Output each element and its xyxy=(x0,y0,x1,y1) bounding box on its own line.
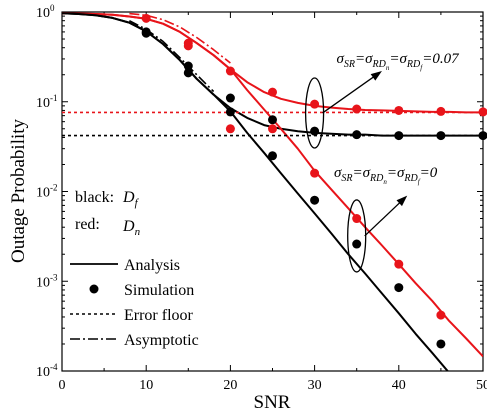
simulation-point-red xyxy=(478,107,487,117)
annotation-arrow-lower xyxy=(364,201,402,237)
annotation-upper: σSR=σRDn=σRDf=0.07 xyxy=(304,51,460,149)
legend-label-error-floor: Error floor xyxy=(124,307,194,324)
y-tick-label: 10-4 xyxy=(36,362,58,380)
x-tick-label: 0 xyxy=(59,378,66,393)
black-symbol-letter: D xyxy=(122,189,135,206)
x-tick-label: 40 xyxy=(392,378,406,393)
simulation-point-black xyxy=(436,339,446,349)
annotation-arrow-upper xyxy=(322,75,375,114)
simulation-point-black xyxy=(394,283,404,293)
simulation-point-black xyxy=(394,131,404,141)
simulation-point-red xyxy=(352,214,362,224)
simulation-point-black xyxy=(268,151,277,161)
simulation-point-black xyxy=(352,130,362,140)
y-tick-label: 10-2 xyxy=(36,183,58,201)
red-symbol-sub: n xyxy=(135,226,141,238)
annotation-value-lower: 0 xyxy=(430,165,438,181)
color-key-red-symbol: Dn xyxy=(122,218,141,238)
analysis-line-black xyxy=(62,12,449,371)
simulation-point-black xyxy=(268,115,277,125)
simulation-point-black xyxy=(141,28,151,38)
simulation-point-black xyxy=(225,107,235,117)
simulation-point-black xyxy=(310,126,320,136)
y-tick-label: 10-3 xyxy=(36,272,58,290)
y-tick-labels: 100 10-1 10-2 10-3 10-4 xyxy=(36,3,58,380)
color-key: black: Df red: Dn xyxy=(75,189,141,238)
legend-label-simulation: Simulation xyxy=(124,282,194,299)
annotation-value-upper: 0.07 xyxy=(432,51,460,67)
x-tick-label: 50 xyxy=(476,378,487,393)
simulation-point-black xyxy=(183,68,193,78)
plot-frame xyxy=(61,11,484,372)
simulation-point-red xyxy=(141,13,151,23)
legend-swatch-simulation xyxy=(89,284,99,294)
simulation-point-red xyxy=(394,259,404,269)
asymptotic-line-black xyxy=(129,19,215,93)
annotation-label-lower: σSR=σRDn=σRDf=0 xyxy=(334,165,438,186)
simulation-point-black xyxy=(478,131,487,141)
simulation-point-red xyxy=(225,124,235,134)
color-key-black-symbol: Df xyxy=(122,189,140,209)
x-tick-labels: 0 10 20 30 40 50 xyxy=(59,378,487,393)
x-axis-title: SNR xyxy=(254,392,291,413)
annotation-lower: σSR=σRDn=σRDf=0 xyxy=(334,165,438,273)
simulation-point-red xyxy=(352,104,362,114)
simulation-point-black xyxy=(436,131,446,141)
black-symbol-sub: f xyxy=(135,197,140,209)
simulation-point-red xyxy=(310,168,320,178)
annotation-ellipse-lower xyxy=(347,199,367,273)
simulation-point-red xyxy=(394,105,404,115)
asymptotic-line-red xyxy=(129,12,231,64)
legend: Analysis Simulation Error floor Asymptot… xyxy=(70,257,199,349)
simulation-point-red xyxy=(183,41,193,51)
simulation-point-red xyxy=(310,99,320,109)
y-tick-label: 10-1 xyxy=(36,93,58,111)
annotation-arrowhead-upper xyxy=(370,71,382,81)
x-tick-label: 10 xyxy=(139,378,153,393)
simulation-point-black xyxy=(225,93,235,103)
simulation-point-red xyxy=(436,106,446,116)
color-key-red-label: red: xyxy=(75,216,100,233)
simulation-point-black xyxy=(183,61,193,71)
legend-label-analysis: Analysis xyxy=(124,257,180,274)
simulation-point-black xyxy=(352,239,362,249)
simulation-point-red xyxy=(268,124,277,134)
red-symbol-letter: D xyxy=(122,218,135,235)
simulation-point-red xyxy=(268,87,277,97)
color-key-black-label: black: xyxy=(75,189,114,206)
legend-label-asymptotic: Asymptotic xyxy=(124,332,199,349)
simulation-point-red xyxy=(225,66,235,76)
annotation-arrowhead-lower xyxy=(396,195,408,207)
simulation-point-red xyxy=(436,310,446,320)
x-tick-label: 30 xyxy=(308,378,322,393)
y-tick-label: 100 xyxy=(36,3,55,21)
simulation-point-black xyxy=(310,195,320,205)
annotation-label-upper: σSR=σRDn=σRDf=0.07 xyxy=(336,51,460,72)
x-tick-label: 20 xyxy=(223,378,237,393)
y-axis-title: Outage Probability xyxy=(8,118,29,263)
marker-layer xyxy=(141,13,487,349)
